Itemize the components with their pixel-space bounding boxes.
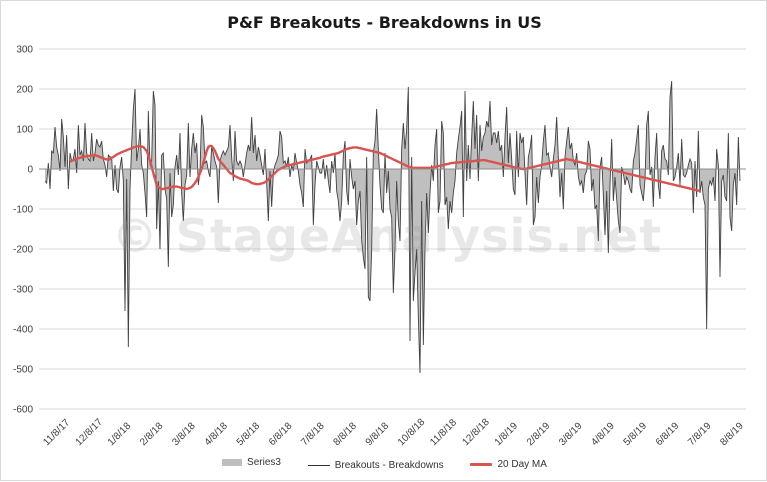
x-tick-label: 5/8/19 [622,420,650,448]
x-tick-label: 1/8/19 [493,420,521,448]
legend-label-ma: 20 Day MA [497,459,547,470]
series3-area [45,81,740,373]
x-tick-label: 6/8/18 [267,420,295,448]
x-tick-label: 12/8/18 [460,416,492,448]
x-tick-label: 11/8/18 [428,417,459,448]
y-tick-label: -300 [13,285,33,296]
legend-label-breakouts: Breakouts - Breakdowns [334,460,444,471]
legend-ma-swatch [470,463,493,466]
legend-item-ma: 20 Day MA [470,459,547,470]
x-tick-label: 12/8/17 [74,416,106,448]
y-tick-label: 200 [16,85,33,96]
y-tick-label: -100 [13,205,33,216]
x-tick-label: 10/8/18 [396,416,428,448]
y-tick-label: -500 [13,365,33,376]
x-tick-label: 8/8/19 [718,420,746,448]
x-tick-label: 3/8/19 [557,420,585,448]
x-tick-label: 8/8/18 [331,420,359,448]
legend-label-series3: Series3 [247,457,281,468]
legend-item-series3: Series3 [222,457,281,468]
x-tick-label: 3/8/18 [170,420,198,448]
x-tick-label: 6/8/19 [654,420,682,448]
x-tick-label: 4/8/19 [589,420,617,448]
legend-area-swatch [222,459,243,466]
x-tick-label: 7/8/19 [686,420,714,448]
x-tick-label: 4/8/18 [203,420,231,448]
chart-title: P&F Breakouts - Breakdowns in US [227,13,542,32]
x-tick-label: 1/8/18 [106,420,134,448]
y-tick-label: 100 [16,125,33,136]
x-tick-label: 7/8/18 [299,420,327,448]
breakouts-line [44,80,741,374]
y-tick-label: -200 [13,245,33,256]
y-tick-label: 0 [27,165,33,176]
y-tick-label: -600 [13,405,33,416]
legend-item-breakouts: Breakouts - Breakdowns [307,460,444,471]
x-tick-label: 2/8/19 [525,420,553,448]
chart-legend: Series3 Breakouts - Breakdowns 20 Day MA [1,457,767,471]
legend-line-swatch [307,465,330,466]
x-tick-label: 11/8/17 [41,417,72,448]
y-tick-label: 300 [16,45,33,56]
x-tick-label: 5/8/18 [235,420,263,448]
x-tick-label: 9/8/18 [364,420,392,448]
y-tick-label: -400 [13,325,33,336]
x-tick-label: 2/8/18 [138,420,166,448]
ma-line [69,144,701,193]
